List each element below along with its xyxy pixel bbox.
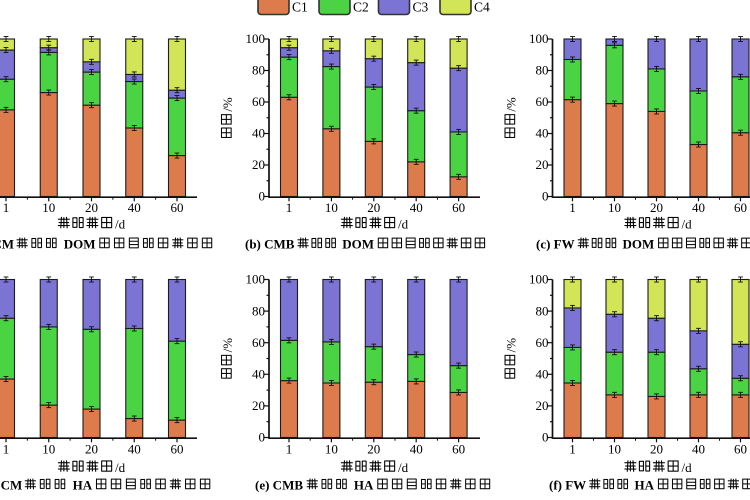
svg-text:100: 100 xyxy=(529,272,549,287)
svg-text:60: 60 xyxy=(452,442,465,457)
svg-text:/%: /% xyxy=(504,338,519,353)
svg-text:10: 10 xyxy=(325,442,338,457)
svg-text:10: 10 xyxy=(42,442,55,457)
svg-text:(f) FW: (f) FW xyxy=(549,478,589,493)
svg-text:40: 40 xyxy=(252,126,265,141)
svg-text:40: 40 xyxy=(536,126,549,141)
svg-text:/d: /d xyxy=(681,460,692,475)
svg-text:20: 20 xyxy=(252,398,265,413)
svg-text:1: 1 xyxy=(3,442,10,457)
svg-text:20: 20 xyxy=(85,442,98,457)
svg-text:60: 60 xyxy=(252,94,265,109)
svg-text:0: 0 xyxy=(542,430,549,445)
svg-text:(b) CMB: (b) CMB xyxy=(245,237,298,252)
svg-text:20: 20 xyxy=(252,157,265,172)
svg-text:/d: /d xyxy=(115,217,126,232)
svg-text:10: 10 xyxy=(608,442,621,457)
svg-text:80: 80 xyxy=(536,63,549,78)
svg-text:40: 40 xyxy=(410,442,423,457)
svg-text:60: 60 xyxy=(536,94,549,109)
svg-text:20: 20 xyxy=(650,442,663,457)
svg-text:(c) FW: (c) FW xyxy=(536,237,578,252)
svg-text:60: 60 xyxy=(252,335,265,350)
svg-text:1: 1 xyxy=(3,200,10,215)
svg-text:HA: HA xyxy=(631,478,657,493)
svg-text:10: 10 xyxy=(42,200,55,215)
svg-text:/d: /d xyxy=(115,460,126,475)
svg-text:60: 60 xyxy=(171,442,184,457)
svg-text:(a) CM: (a) CM xyxy=(0,237,17,252)
svg-text:80: 80 xyxy=(252,303,265,318)
svg-text:(d) CM: (d) CM xyxy=(0,478,26,493)
svg-text:100: 100 xyxy=(246,272,266,287)
svg-text:100: 100 xyxy=(246,31,266,46)
svg-text:C1: C1 xyxy=(292,0,308,15)
svg-text:100: 100 xyxy=(529,31,549,46)
svg-text:20: 20 xyxy=(85,200,98,215)
svg-text:HA: HA xyxy=(69,478,95,493)
svg-text:10: 10 xyxy=(608,200,621,215)
svg-text:DOM: DOM xyxy=(61,237,99,252)
svg-text:/%: /% xyxy=(503,97,518,112)
svg-text:1: 1 xyxy=(569,200,576,215)
svg-text:40: 40 xyxy=(536,367,549,382)
svg-text:1: 1 xyxy=(286,442,293,457)
svg-text:DOM: DOM xyxy=(619,237,657,252)
svg-text:0: 0 xyxy=(259,189,266,204)
svg-text:60: 60 xyxy=(734,200,747,215)
svg-text:C2: C2 xyxy=(353,0,369,15)
svg-text:40: 40 xyxy=(692,442,705,457)
svg-text:10: 10 xyxy=(325,200,338,215)
svg-text:60: 60 xyxy=(452,200,465,215)
svg-text:80: 80 xyxy=(536,303,549,318)
svg-text:/d: /d xyxy=(681,217,692,232)
svg-text:60: 60 xyxy=(536,335,549,350)
svg-text:1: 1 xyxy=(286,200,293,215)
svg-text:20: 20 xyxy=(367,442,380,457)
svg-text:0: 0 xyxy=(259,430,266,445)
svg-text:40: 40 xyxy=(692,200,705,215)
svg-text:C4: C4 xyxy=(474,0,490,15)
svg-text:/%: /% xyxy=(220,97,235,112)
svg-text:20: 20 xyxy=(367,200,380,215)
svg-text:/%: /% xyxy=(220,338,235,353)
svg-text:(e) CMB: (e) CMB xyxy=(255,478,306,493)
svg-text:60: 60 xyxy=(171,200,184,215)
svg-text:C3: C3 xyxy=(413,0,429,15)
svg-text:60: 60 xyxy=(734,442,747,457)
svg-text:40: 40 xyxy=(128,442,141,457)
svg-text:HA: HA xyxy=(351,478,377,493)
svg-text:1: 1 xyxy=(569,442,576,457)
svg-text:20: 20 xyxy=(536,157,549,172)
svg-text:0: 0 xyxy=(542,189,549,204)
svg-text:20: 20 xyxy=(650,200,663,215)
svg-text:40: 40 xyxy=(252,367,265,382)
svg-text:/d: /d xyxy=(398,217,409,232)
svg-text:40: 40 xyxy=(410,200,423,215)
svg-text:DOM: DOM xyxy=(339,237,377,252)
svg-text:20: 20 xyxy=(536,398,549,413)
svg-text:40: 40 xyxy=(128,200,141,215)
svg-text:/d: /d xyxy=(398,460,409,475)
svg-text:80: 80 xyxy=(252,63,265,78)
